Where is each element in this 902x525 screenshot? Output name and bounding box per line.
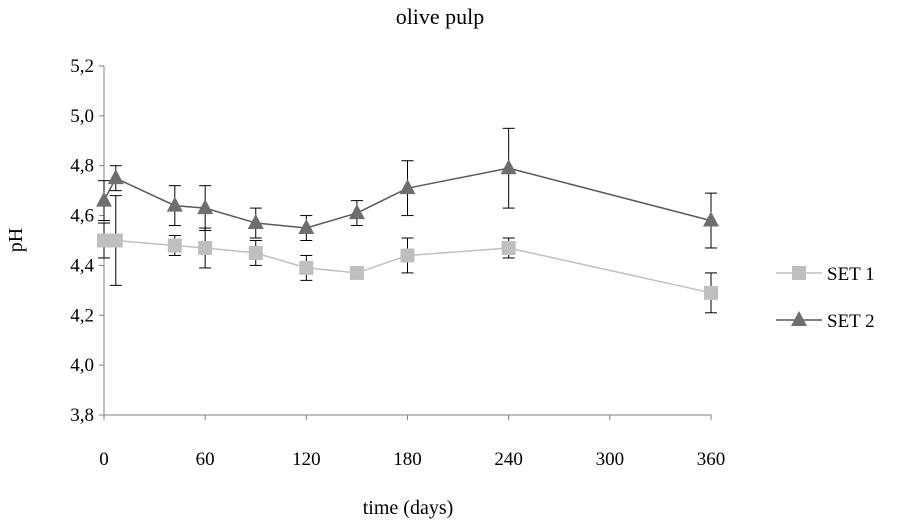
series-2 xyxy=(96,127,719,249)
data-point xyxy=(501,240,516,255)
y-axis-label: pH xyxy=(5,228,27,252)
data-point xyxy=(349,265,364,280)
data-point xyxy=(500,159,517,175)
data-point xyxy=(107,169,124,185)
data-point xyxy=(247,214,264,230)
x-ticks: 0 60 120 180 240 300 360 xyxy=(99,415,725,470)
data-point xyxy=(298,219,315,235)
legend-label-set2: SET 2 xyxy=(827,311,875,332)
y-tick-label: 5,2 xyxy=(70,56,94,77)
data-point xyxy=(96,191,112,207)
series-layer xyxy=(96,127,719,314)
y-tick-label: 4,2 xyxy=(70,305,94,326)
y-tick-label: 4,6 xyxy=(70,206,94,227)
y-ticks: 3,8 4,0 4,2 4,4 4,6 4,8 5,0 5,2 xyxy=(70,56,104,426)
data-point xyxy=(97,233,111,248)
data-point xyxy=(248,245,263,260)
series-1 xyxy=(97,195,718,314)
x-tick-label: 0 xyxy=(99,449,109,470)
series-line xyxy=(104,239,712,294)
data-point xyxy=(399,179,416,195)
data-point xyxy=(167,238,182,253)
y-tick-label: 4,8 xyxy=(70,156,94,177)
data-point xyxy=(299,260,314,275)
x-tick-label: 360 xyxy=(697,449,726,470)
x-tick-label: 60 xyxy=(196,449,215,470)
data-point xyxy=(703,211,719,227)
data-point xyxy=(108,233,123,248)
legend-item-set2: SET 2 xyxy=(776,311,875,332)
data-point xyxy=(198,240,213,255)
data-point xyxy=(704,285,718,300)
data-point xyxy=(348,204,365,220)
x-tick-label: 180 xyxy=(393,449,422,470)
legend-label-set1: SET 1 xyxy=(827,264,875,285)
legend-triangle-marker-icon xyxy=(791,311,807,326)
x-tick-label: 120 xyxy=(292,449,321,470)
x-tick-label: 240 xyxy=(494,449,523,470)
x-axis-label: time (days) xyxy=(363,497,454,519)
data-point xyxy=(166,196,183,212)
y-tick-label: 4,0 xyxy=(70,355,94,376)
y-tick-label: 4,4 xyxy=(70,255,94,276)
x-tick-label: 300 xyxy=(596,449,625,470)
y-tick-label: 5,0 xyxy=(70,106,94,127)
legend-item-set1: SET 1 xyxy=(776,264,875,285)
data-point xyxy=(400,248,415,263)
y-tick-label: 3,8 xyxy=(70,405,94,426)
legend: SET 1 SET 2 xyxy=(776,264,875,332)
series-line xyxy=(103,167,712,229)
data-point xyxy=(197,199,214,215)
legend-square-marker-icon xyxy=(792,266,806,280)
chart-title: olive pulp xyxy=(396,4,485,29)
